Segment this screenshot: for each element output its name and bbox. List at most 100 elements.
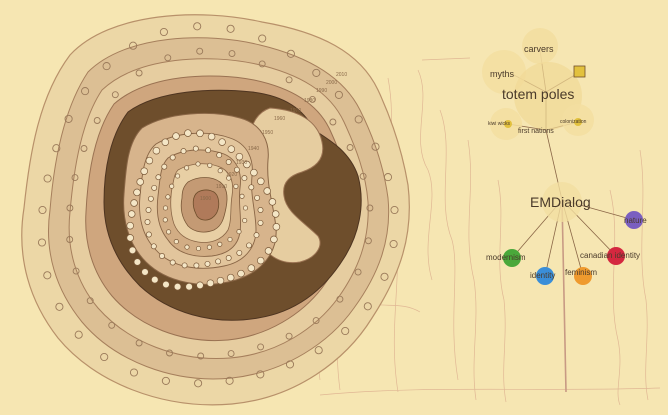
year-label: 1980 bbox=[304, 98, 315, 104]
topic-node-identity[interactable]: identity bbox=[530, 271, 555, 280]
ring-bead bbox=[241, 175, 248, 182]
ring-bead bbox=[159, 27, 168, 37]
ring-bead bbox=[272, 223, 281, 231]
ring-bead bbox=[196, 47, 204, 55]
ring-bead bbox=[257, 207, 264, 213]
ring-bead bbox=[226, 24, 235, 33]
ring-bead bbox=[215, 258, 222, 265]
topic-node-colonization[interactable]: colonization bbox=[560, 119, 587, 125]
topic-node-dot-feminism[interactable] bbox=[574, 267, 592, 285]
ring-bead bbox=[228, 50, 236, 58]
ring-bead bbox=[257, 343, 265, 351]
topic-hub-totem-poles[interactable]: totem poles bbox=[502, 86, 574, 102]
tree-ring-visualization: 1900 1910 1920 1930 1940 1950 1960 1970 … bbox=[21, 14, 410, 406]
ring-bead bbox=[172, 132, 180, 140]
ring-bead bbox=[43, 271, 52, 280]
topic-node-dot-nature[interactable] bbox=[625, 211, 643, 229]
ring-bead bbox=[285, 76, 293, 84]
topic-node-myths[interactable]: myths bbox=[490, 69, 515, 79]
year-label: 1950 bbox=[262, 130, 273, 136]
ring-bead bbox=[237, 269, 245, 278]
ring-bead bbox=[341, 326, 350, 336]
ring-bead bbox=[166, 229, 172, 235]
ring-bead bbox=[184, 129, 192, 137]
ring-bead bbox=[55, 302, 64, 311]
ring-bead bbox=[86, 297, 94, 305]
topic-node-kiwi-wicks[interactable]: kiwi wicks bbox=[488, 121, 510, 127]
topic-node-canadian-identity[interactable]: canadian identity bbox=[580, 251, 640, 260]
ring-bead bbox=[366, 204, 374, 212]
ring-bead bbox=[390, 205, 399, 215]
ring-bead bbox=[236, 249, 243, 256]
ring-bead bbox=[37, 238, 47, 247]
year-label: 1930 bbox=[236, 160, 247, 166]
ring-bead bbox=[161, 163, 168, 170]
ring-bead bbox=[52, 144, 61, 153]
topic-node-dot[interactable] bbox=[504, 120, 512, 128]
ring-bead bbox=[258, 60, 266, 68]
topic-node-modernism[interactable]: modernism bbox=[486, 253, 526, 262]
ring-bead bbox=[312, 317, 320, 325]
ring-bead bbox=[359, 172, 367, 180]
topic-node-nature[interactable]: nature bbox=[624, 216, 647, 225]
ring-bead bbox=[165, 194, 171, 200]
ring-bead bbox=[205, 147, 212, 154]
ring-bead bbox=[197, 352, 205, 360]
ring-bead bbox=[286, 49, 295, 58]
topic-node-dot-canadian-identity[interactable] bbox=[607, 247, 625, 265]
ring-bead bbox=[254, 194, 261, 201]
selected-node-marker[interactable] bbox=[573, 65, 586, 78]
ring-bead bbox=[129, 41, 138, 50]
topic-node-carvers[interactable]: carvers bbox=[524, 44, 554, 54]
ring-bead bbox=[217, 168, 223, 174]
topic-node-feminism[interactable]: feminism bbox=[565, 268, 597, 277]
ring-bead bbox=[271, 210, 280, 218]
year-label: 1920 bbox=[226, 172, 237, 178]
ring-bead bbox=[180, 148, 187, 155]
ring-bead bbox=[43, 174, 52, 183]
ring-bead bbox=[173, 282, 182, 291]
topic-node-first-nations[interactable]: first nations bbox=[518, 128, 554, 135]
ring-bead bbox=[175, 173, 181, 179]
topic-node-dot-modernism[interactable] bbox=[503, 249, 521, 267]
ring-bead bbox=[247, 264, 256, 272]
ring-bead bbox=[389, 239, 398, 249]
ring-bead bbox=[159, 253, 165, 259]
ring-bead bbox=[126, 221, 134, 230]
ring-bead bbox=[346, 144, 354, 151]
ring-bead bbox=[127, 210, 136, 218]
pith bbox=[192, 189, 220, 221]
topic-node-dot-identity[interactable] bbox=[536, 267, 554, 285]
ring-bead bbox=[329, 118, 337, 126]
ring-bead bbox=[270, 235, 278, 244]
ring-bead bbox=[66, 236, 74, 243]
ring-bead bbox=[239, 193, 245, 199]
topic-node-dot[interactable] bbox=[574, 118, 582, 126]
topic-hub-emdialog[interactable]: EMDialog bbox=[530, 194, 591, 210]
ring-bead bbox=[169, 259, 176, 266]
ring-bead bbox=[140, 167, 148, 175]
ring-bead bbox=[242, 205, 249, 211]
ring-bead bbox=[364, 237, 372, 245]
ring-bead bbox=[129, 368, 139, 377]
topic-cluster-totem-poles: carvers myths totem poles kiwi wicks fir… bbox=[482, 28, 594, 140]
ring-bead bbox=[136, 178, 144, 186]
ring-bead bbox=[66, 204, 74, 212]
ring-bead bbox=[64, 114, 73, 123]
ring-bead bbox=[100, 352, 109, 362]
ring-bead bbox=[151, 275, 159, 284]
ring-bead bbox=[371, 142, 380, 151]
ring-bead bbox=[72, 267, 80, 275]
ring-bead bbox=[314, 346, 323, 355]
ring-bead bbox=[225, 159, 232, 165]
ring-bead bbox=[141, 268, 149, 276]
ring-bead bbox=[336, 295, 344, 303]
year-label: 1900 bbox=[200, 196, 211, 202]
ring-bead bbox=[250, 168, 258, 177]
ring-bead bbox=[217, 241, 223, 247]
ring-bead bbox=[204, 260, 211, 267]
ring-bead bbox=[192, 145, 199, 152]
ring-bead bbox=[233, 166, 240, 173]
ring-bead bbox=[161, 138, 170, 146]
ring-bead bbox=[173, 239, 179, 245]
